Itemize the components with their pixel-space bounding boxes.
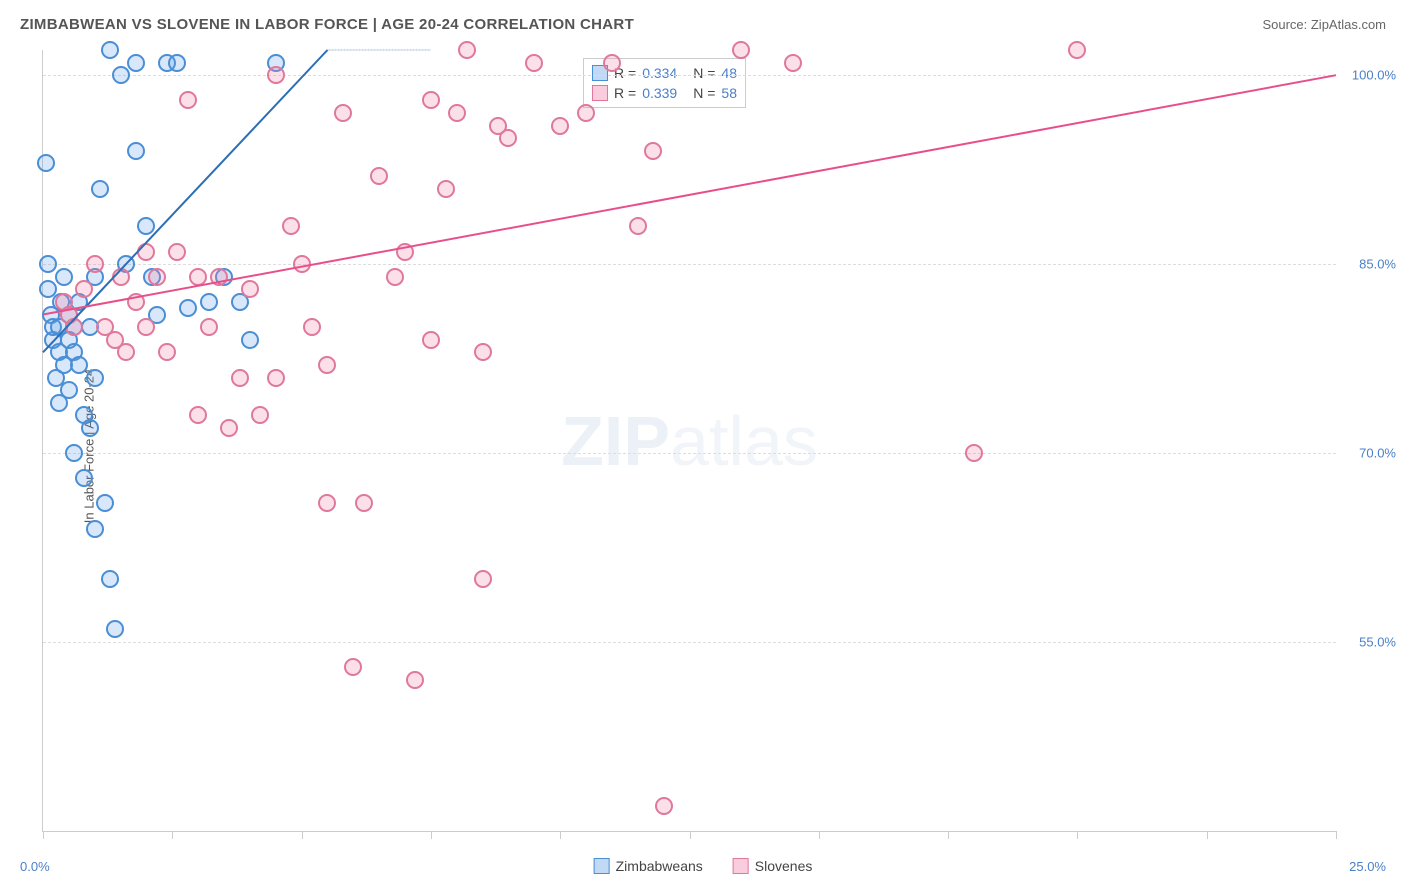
x-tick (690, 831, 691, 839)
plot-area: ZIPatlas R =0.334N =48R =0.339N =58 55.0… (42, 50, 1336, 832)
x-axis-min-label: 0.0% (20, 859, 50, 874)
y-tick-label: 85.0% (1359, 257, 1396, 272)
x-tick (1077, 831, 1078, 839)
x-axis-max-label: 25.0% (1349, 859, 1386, 874)
x-tick (1207, 831, 1208, 839)
series-legend-item: Slovenes (733, 858, 813, 874)
chart-title: ZIMBABWEAN VS SLOVENE IN LABOR FORCE | A… (20, 16, 634, 33)
y-tick-label: 100.0% (1352, 68, 1396, 83)
y-tick-label: 55.0% (1359, 635, 1396, 650)
trendline-layer (43, 50, 1336, 831)
y-tick-label: 70.0% (1359, 446, 1396, 461)
legend-swatch (594, 858, 610, 874)
series-legend-label: Slovenes (755, 858, 813, 874)
x-tick (948, 831, 949, 839)
x-tick (172, 831, 173, 839)
legend-swatch (733, 858, 749, 874)
chart-container: ZIMBABWEAN VS SLOVENE IN LABOR FORCE | A… (0, 0, 1406, 892)
series-legend-label: Zimbabweans (616, 858, 703, 874)
x-tick (431, 831, 432, 839)
x-tick (302, 831, 303, 839)
x-tick (1336, 831, 1337, 839)
x-tick (819, 831, 820, 839)
series-legend: Zimbabweans Slovenes (594, 858, 813, 874)
x-tick (560, 831, 561, 839)
chart-header: ZIMBABWEAN VS SLOVENE IN LABOR FORCE | A… (0, 0, 1406, 48)
series-legend-item: Zimbabweans (594, 858, 703, 874)
x-tick (43, 831, 44, 839)
chart-source: Source: ZipAtlas.com (1262, 17, 1386, 32)
